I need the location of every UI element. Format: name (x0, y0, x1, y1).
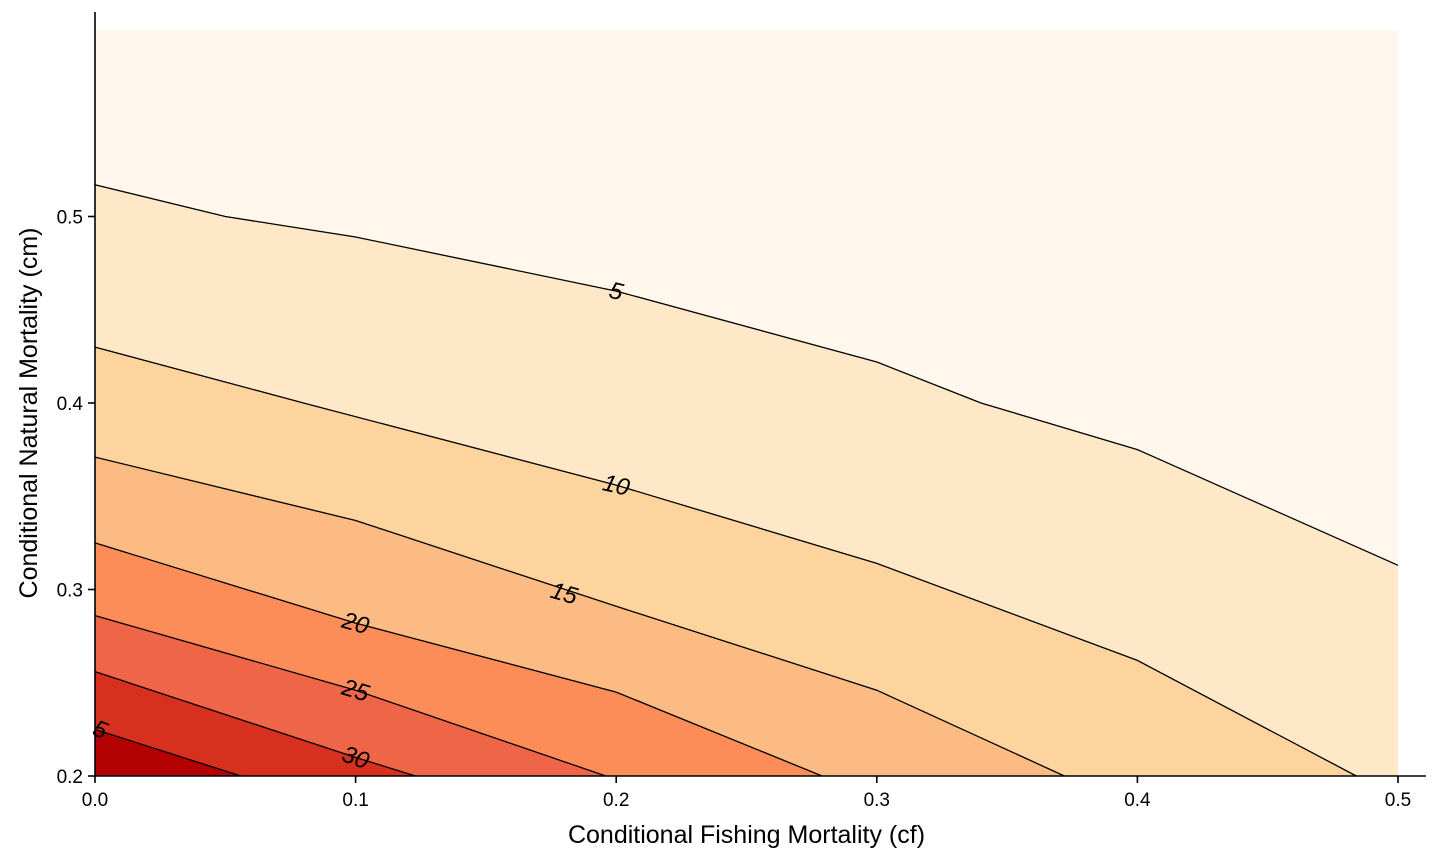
contour-line-layer (94, 184, 1399, 777)
y-axis-title: Conditional Natural Mortality (cm) (15, 228, 43, 599)
x-tick-label: 0.0 (82, 790, 108, 811)
x-tick-label: 0.3 (864, 790, 890, 811)
y-tick-label: 0.2 (57, 767, 83, 788)
x-axis-title: Conditional Fishing Mortality (cf) (568, 821, 925, 849)
x-tick-label: 0.2 (603, 790, 629, 811)
contour-line (94, 456, 1065, 777)
x-tick-label: 0.5 (1385, 790, 1411, 811)
y-tick-label: 0.3 (57, 581, 83, 602)
contour-line (94, 346, 1357, 777)
y-tick-label: 0.5 (57, 208, 83, 229)
contour-line (94, 184, 1399, 566)
contour-line (94, 670, 416, 777)
axes-layer: 0.0 0.1 0.2 0.3 0.4 0.5 0.2 0.3 0.4 0.5 (57, 12, 1426, 811)
contour-band (95, 671, 416, 776)
x-tick-label: 0.1 (342, 790, 368, 811)
contour-line (94, 614, 607, 777)
x-tick-label: 0.4 (1124, 790, 1151, 811)
contour-line (94, 728, 242, 777)
contour-line (94, 542, 823, 777)
y-tick-label: 0.4 (57, 394, 84, 415)
contour-fill-layer (95, 30, 1398, 777)
